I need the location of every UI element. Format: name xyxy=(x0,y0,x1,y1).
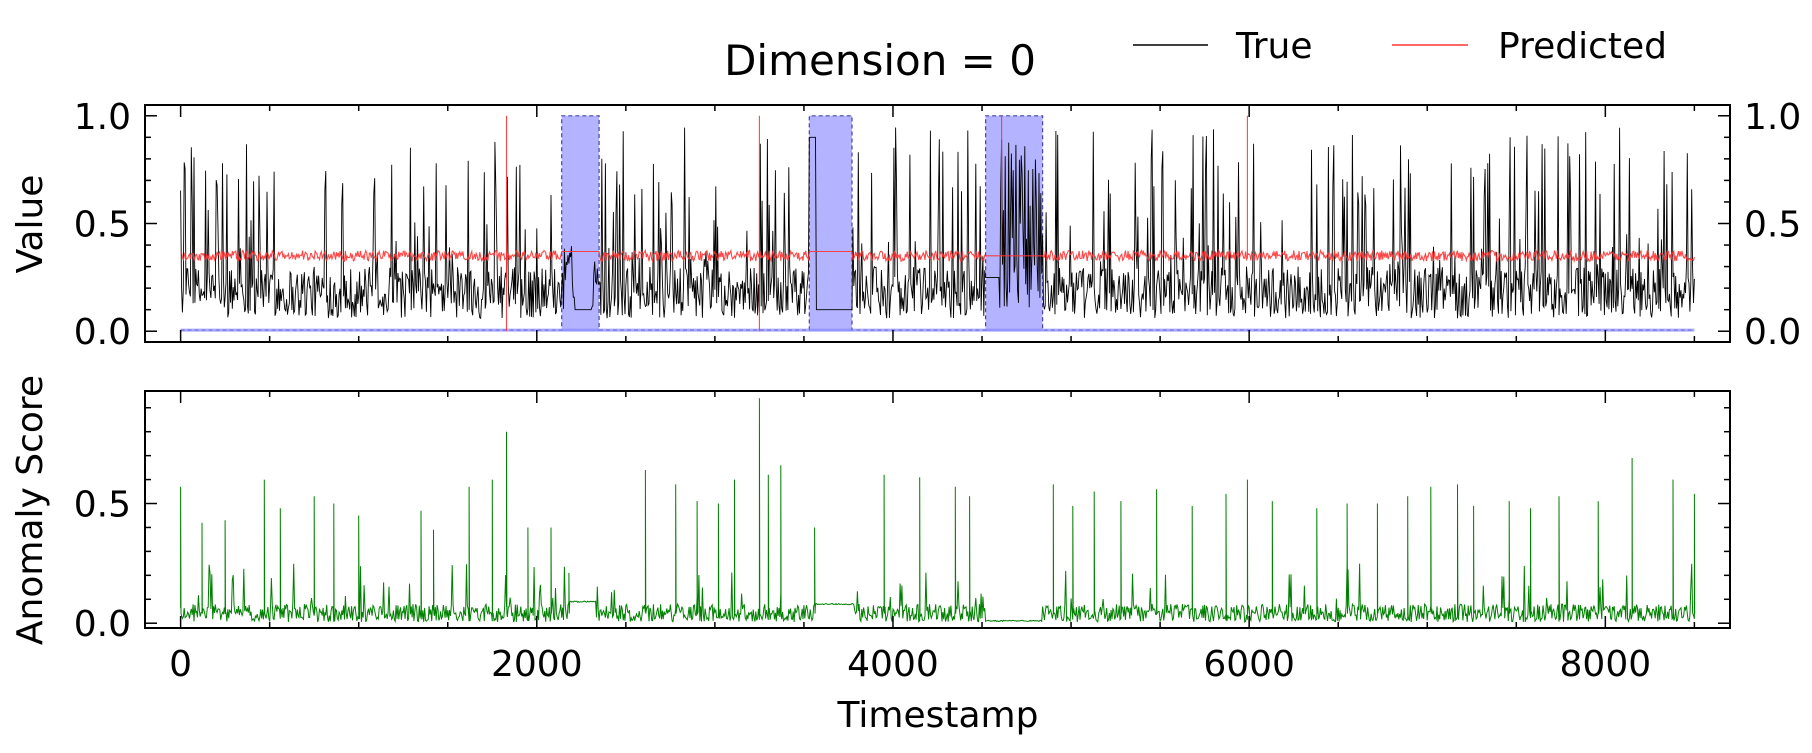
xtick-label: 0 xyxy=(169,644,192,685)
series-true-line xyxy=(180,127,1695,320)
ytick-label: 0.0 xyxy=(74,312,131,353)
panel-score-frame xyxy=(144,390,1731,629)
xtick-label: 8000 xyxy=(1560,644,1652,685)
ytick-label: 0.5 xyxy=(74,205,131,246)
panel-score-ticks: 0 2000 4000 6000 8000 0.0 0.5 xyxy=(74,391,1730,685)
panel-value: 0.0 0.0 0.5 0.5 1.0 1.0 Value xyxy=(10,97,1801,353)
xtick-label: 4000 xyxy=(847,644,939,685)
ytick-label-right: 0.0 xyxy=(1744,312,1801,353)
panel-anomaly-score: 0 2000 4000 6000 8000 0.0 0.5 Anomaly Score Ti… xyxy=(10,375,1731,736)
series-true xyxy=(180,127,1695,320)
legend-label-predicted: Predicted xyxy=(1498,26,1667,67)
ytick-label-right: 1.0 xyxy=(1744,97,1801,138)
series-predicted xyxy=(180,115,1695,332)
series-predicted-line xyxy=(180,115,1695,332)
legend-label-true: True xyxy=(1235,26,1312,67)
ytick-label: 0.0 xyxy=(74,604,131,645)
legend: True Predicted xyxy=(1133,26,1667,67)
ytick-label: 0.5 xyxy=(74,485,131,526)
xlabel: Timestamp xyxy=(837,695,1039,736)
panel-score-ylabel: Anomaly Score xyxy=(10,375,51,645)
ytick-label-right: 0.5 xyxy=(1744,205,1801,246)
series-anomaly-score-line xyxy=(180,398,1696,624)
panel-value-ylabel: Value xyxy=(10,175,51,274)
ytick-label: 1.0 xyxy=(74,97,131,138)
series-anomaly-score xyxy=(180,398,1696,624)
xtick-label: 2000 xyxy=(491,644,583,685)
xtick-label: 6000 xyxy=(1203,644,1295,685)
chart-title: Dimension = 0 xyxy=(724,36,1036,85)
anomaly-label-line xyxy=(180,115,1695,332)
panel-value-ticks: 0.0 0.0 0.5 0.5 1.0 1.0 xyxy=(74,97,1802,353)
